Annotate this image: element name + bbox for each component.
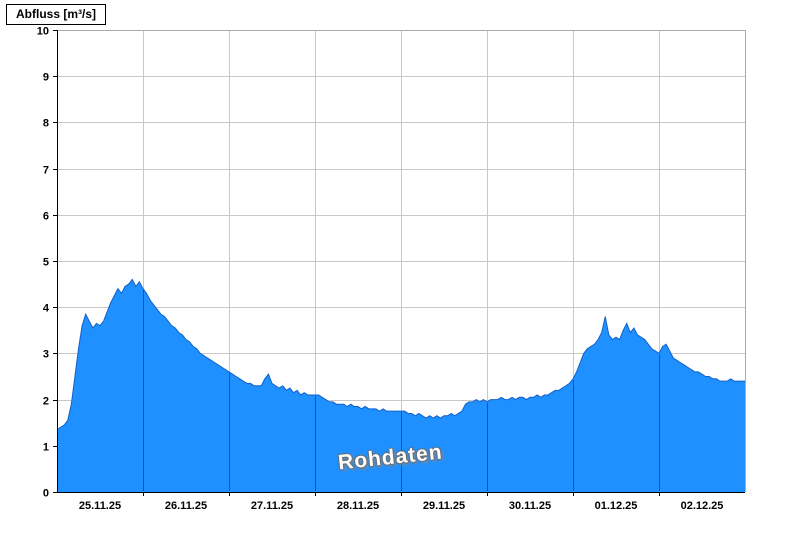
y-tick-label: 10 bbox=[37, 26, 49, 38]
x-tick-label: 02.12.25 bbox=[681, 500, 724, 512]
x-tick-label: 29.11.25 bbox=[423, 500, 465, 512]
y-tick-label: 9 bbox=[43, 72, 49, 84]
y-tick-label: 0 bbox=[43, 488, 49, 500]
x-tick-label: 01.12.25 bbox=[595, 500, 638, 512]
y-tick-label: 2 bbox=[43, 396, 49, 408]
x-tick-label: 25.11.25 bbox=[79, 500, 121, 512]
chart-title: Abfluss [m³/s] bbox=[16, 7, 97, 21]
area-series-outline bbox=[56, 278, 745, 431]
y-tick-label: 3 bbox=[43, 349, 49, 361]
chart-title-box: Abfluss [m³/s] bbox=[6, 4, 107, 25]
y-tick-label: 8 bbox=[43, 118, 49, 130]
x-tick-label: 27.11.25 bbox=[251, 500, 293, 512]
y-tick-label: 6 bbox=[43, 211, 49, 223]
y-tick-label: 5 bbox=[43, 257, 49, 269]
y-tick-label: 7 bbox=[43, 165, 49, 177]
y-tick-label: 4 bbox=[43, 303, 50, 315]
y-tick-label: 1 bbox=[43, 442, 49, 454]
x-tick-label: 28.11.25 bbox=[337, 500, 379, 512]
x-tick-label: 26.11.25 bbox=[165, 500, 207, 512]
x-tick-label: 30.11.25 bbox=[509, 500, 551, 512]
